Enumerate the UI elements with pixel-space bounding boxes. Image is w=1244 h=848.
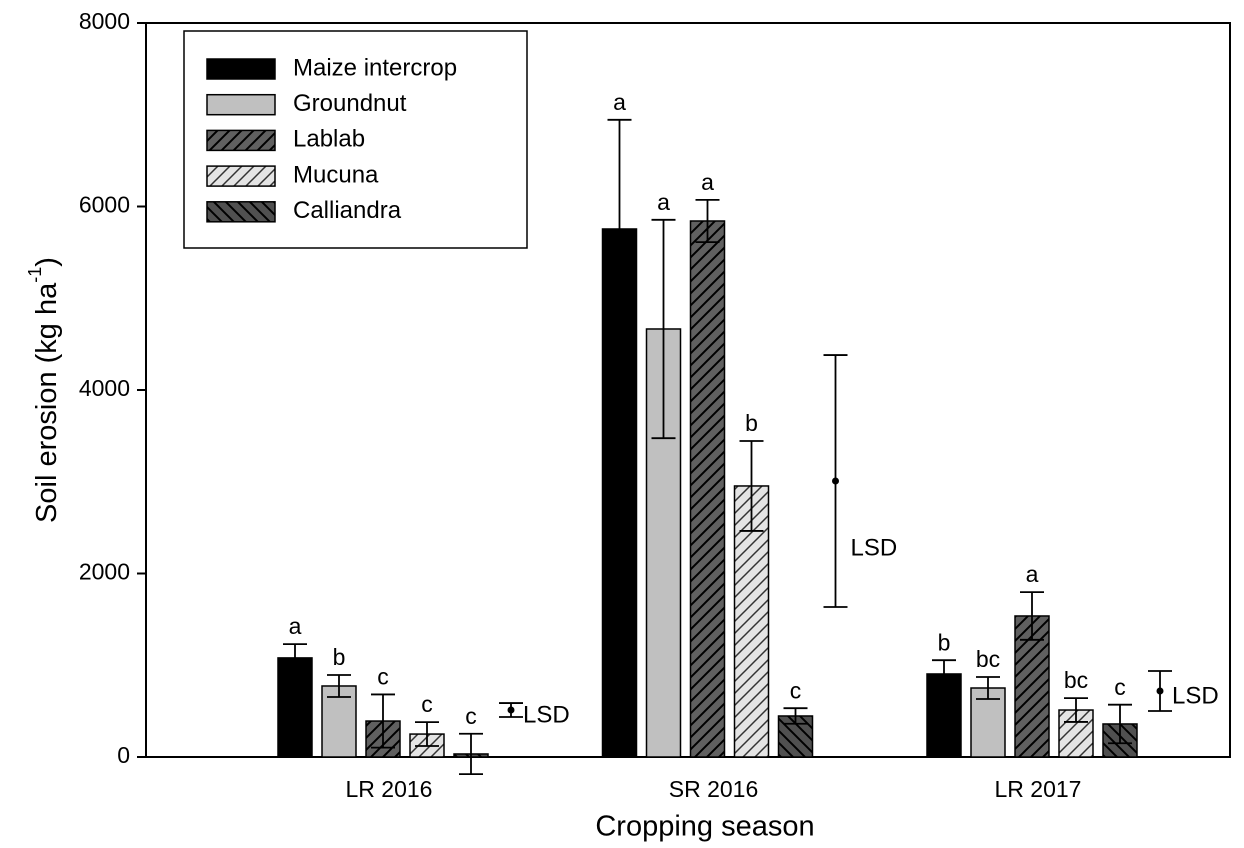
significance-letter: bc — [976, 646, 1000, 672]
significance-letter: c — [377, 664, 389, 690]
lsd-point — [1156, 687, 1164, 695]
y-axis-title-sup: -1 — [25, 267, 45, 283]
error-bar — [1020, 591, 1044, 641]
y-tick-label: 0 — [117, 742, 130, 768]
significance-letter: b — [333, 644, 346, 670]
error-bar — [607, 118, 632, 340]
significance-letter: a — [657, 189, 670, 215]
lsd-label: LSD — [851, 534, 898, 561]
error-bar — [1064, 697, 1088, 723]
error-bar — [415, 721, 439, 747]
lsd-point — [507, 706, 515, 714]
lsd-label: LSD — [523, 701, 570, 728]
legend-label: Groundnut — [293, 90, 407, 117]
error-bar — [651, 218, 676, 440]
significance-letter: b — [938, 629, 951, 655]
lsd-label: LSD — [1172, 682, 1219, 709]
bar — [689, 220, 726, 758]
significance-letter: b — [745, 410, 758, 436]
error-bar — [371, 693, 395, 749]
legend-swatch — [206, 58, 276, 80]
significance-letter: c — [790, 677, 802, 703]
legend-label: Mucuna — [293, 161, 379, 188]
legend-label: Lablab — [293, 126, 365, 153]
y-tick-label: 4000 — [79, 375, 130, 401]
y-axis-title-end: ) — [31, 257, 63, 267]
legend-label: Calliandra — [293, 197, 402, 224]
error-bar — [459, 732, 483, 776]
error-bar — [1108, 703, 1132, 745]
significance-letter: a — [1026, 561, 1039, 587]
significance-letter: bc — [1064, 667, 1088, 693]
x-tick-label: SR 2016 — [669, 776, 759, 802]
significance-letter: a — [613, 89, 626, 115]
error-bar — [695, 198, 720, 243]
significance-letter: c — [1114, 674, 1126, 700]
legend-swatch — [206, 93, 276, 116]
error-bar — [739, 440, 764, 532]
legend-swatch — [206, 129, 276, 152]
x-tick-label: LR 2017 — [995, 776, 1082, 802]
legend-swatch — [206, 201, 276, 223]
y-tick-label: 8000 — [79, 8, 130, 34]
error-bar — [327, 674, 351, 698]
x-tick-label: LR 2016 — [346, 776, 433, 802]
legend-label: Maize intercrop — [293, 54, 457, 81]
significance-letter: c — [421, 691, 433, 717]
legend-swatch — [206, 165, 276, 187]
bar — [277, 657, 313, 758]
significance-letter: c — [465, 703, 477, 729]
y-axis-title: Soil erosion (kg ha-1) — [25, 257, 63, 523]
y-tick-label: 6000 — [79, 192, 130, 218]
significance-letter: a — [289, 613, 302, 639]
lsd-point — [832, 477, 839, 485]
error-bar — [283, 643, 307, 673]
y-tick-label: 2000 — [79, 559, 130, 585]
y-axis-title-main: Soil erosion (kg ha — [31, 282, 63, 523]
significance-letter: a — [701, 169, 714, 195]
error-bar — [976, 676, 1000, 700]
error-bar — [783, 707, 808, 725]
error-bar — [932, 659, 956, 689]
x-axis-title: Cropping season — [595, 811, 814, 843]
